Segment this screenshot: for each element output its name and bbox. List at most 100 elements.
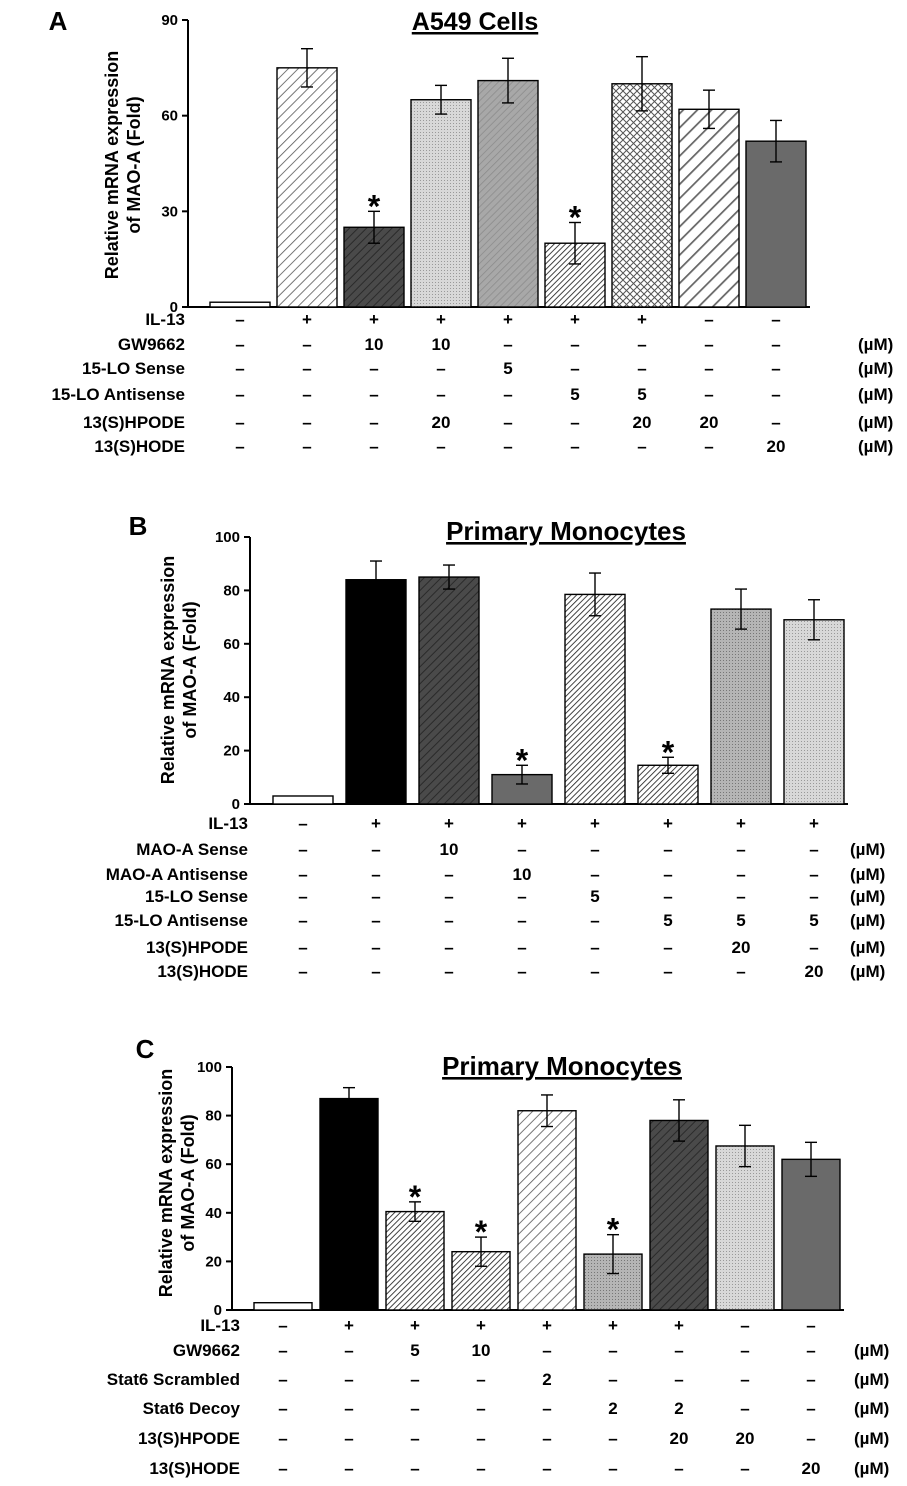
- treatment-cell: –: [302, 413, 311, 432]
- treatment-cell: –: [235, 437, 244, 456]
- treatment-cell: +: [371, 814, 381, 833]
- treatment-cell: –: [663, 840, 672, 859]
- treatment-cell: –: [771, 359, 780, 378]
- y-tick-label: 20: [205, 1253, 222, 1270]
- treatment-cell: –: [663, 865, 672, 884]
- treatment-cell: –: [369, 437, 378, 456]
- treatment-cell: –: [590, 962, 599, 981]
- treatment-cell: –: [517, 887, 526, 906]
- unit-label: (µM): [850, 962, 885, 981]
- treatment-cell: –: [608, 1429, 617, 1448]
- bar: [517, 1110, 577, 1311]
- treatment-cell: 20: [700, 413, 719, 432]
- unit-label: (µM): [858, 437, 893, 456]
- treatment-cell: –: [674, 1341, 683, 1360]
- treatment-cell: –: [809, 865, 818, 884]
- y-tick-label: 80: [205, 1108, 222, 1125]
- treatment-cell: +: [809, 814, 819, 833]
- panel-c: C Primary Monocytes Relative mRNA expressi…: [107, 1034, 890, 1478]
- treatment-cell: –: [410, 1429, 419, 1448]
- y-tick-label: 0: [170, 299, 178, 316]
- treatment-cell: –: [590, 840, 599, 859]
- treatment-cell: +: [476, 1316, 486, 1335]
- treatment-label: 13(S)HODE: [149, 1459, 240, 1478]
- treatment-cell: –: [278, 1370, 287, 1389]
- treatment-cell: –: [371, 911, 380, 930]
- treatment-label: Stat6 Decoy: [143, 1399, 241, 1418]
- unit-label: (µM): [858, 359, 893, 378]
- treatment-label: MAO-A Sense: [136, 840, 248, 859]
- bar: [781, 1158, 841, 1311]
- treatment-cell: 10: [440, 840, 459, 859]
- treatment-cell: –: [410, 1399, 419, 1418]
- treatment-cell: –: [806, 1316, 815, 1335]
- bar: [343, 226, 405, 308]
- treatment-cell: –: [740, 1370, 749, 1389]
- treatment-cell: –: [570, 413, 579, 432]
- unit-label: (µM): [850, 938, 885, 957]
- treatment-cell: –: [410, 1370, 419, 1389]
- treatment-cell: –: [704, 359, 713, 378]
- treatment-cell: +: [369, 310, 379, 329]
- treatment-cell: +: [590, 814, 600, 833]
- treatment-cell: –: [298, 887, 307, 906]
- treatment-cell: 5: [736, 911, 745, 930]
- treatment-cell: –: [278, 1429, 287, 1448]
- treatment-cell: –: [637, 335, 646, 354]
- unit-label: (µM): [854, 1341, 889, 1360]
- treatment-label: 15-LO Sense: [145, 887, 248, 906]
- treatment-label: Stat6 Scrambled: [107, 1370, 240, 1389]
- treatment-label: IL-13: [200, 1316, 240, 1335]
- treatment-cell: 20: [767, 437, 786, 456]
- chart-title: Primary Monocytes: [446, 516, 686, 546]
- unit-label: (µM): [858, 413, 893, 432]
- bar: [385, 1210, 445, 1311]
- treatment-cell: –: [371, 865, 380, 884]
- treatment-cell: 2: [542, 1370, 551, 1389]
- treatment-cell: 20: [802, 1459, 821, 1478]
- y-tick-label: 40: [205, 1205, 222, 1222]
- treatment-cell: –: [608, 1370, 617, 1389]
- y-tick-label: 100: [197, 1059, 222, 1076]
- y-tick-label: 60: [205, 1156, 222, 1173]
- treatment-cell: –: [278, 1341, 287, 1360]
- bar: [253, 1302, 313, 1311]
- treatment-cell: –: [444, 962, 453, 981]
- treatment-cell: –: [369, 359, 378, 378]
- bar: [678, 108, 740, 308]
- y-tick-label: 80: [223, 582, 240, 599]
- treatment-cell: –: [736, 840, 745, 859]
- treatment-cell: –: [736, 865, 745, 884]
- bar: [564, 593, 626, 805]
- treatment-cell: –: [704, 310, 713, 329]
- treatment-cell: –: [637, 437, 646, 456]
- treatment-cell: –: [806, 1429, 815, 1448]
- treatment-cell: –: [410, 1459, 419, 1478]
- y-axis-label: Relative mRNA expression of MAO-A (Fold): [102, 51, 144, 279]
- treatment-cell: –: [344, 1429, 353, 1448]
- bar: [477, 79, 539, 308]
- treatment-label: IL-13: [208, 814, 248, 833]
- treatment-cell: +: [517, 814, 527, 833]
- significance-asterisk: *: [516, 742, 529, 778]
- bar: [783, 619, 845, 805]
- treatment-cell: +: [436, 310, 446, 329]
- treatment-cell: –: [302, 359, 311, 378]
- treatment-label: 13(S)HPODE: [146, 938, 248, 957]
- treatment-cell: –: [590, 938, 599, 957]
- treatment-cell: –: [476, 1429, 485, 1448]
- y-tick-label: 60: [161, 108, 178, 125]
- y-axis-label: Relative mRNA expression of MAO-A (Fold): [156, 1069, 198, 1297]
- treatment-cell: +: [302, 310, 312, 329]
- unit-label: (µM): [854, 1399, 889, 1418]
- treatment-cell: –: [590, 865, 599, 884]
- treatment-cell: –: [517, 911, 526, 930]
- treatment-cell: 20: [805, 962, 824, 981]
- treatment-cell: +: [444, 814, 454, 833]
- treatment-cell: –: [517, 938, 526, 957]
- treatment-cell: +: [608, 1316, 618, 1335]
- panel-b: B Primary Monocytes Relative mRNA expressi…: [106, 511, 886, 981]
- treatment-cell: –: [771, 385, 780, 404]
- treatment-cell: –: [704, 437, 713, 456]
